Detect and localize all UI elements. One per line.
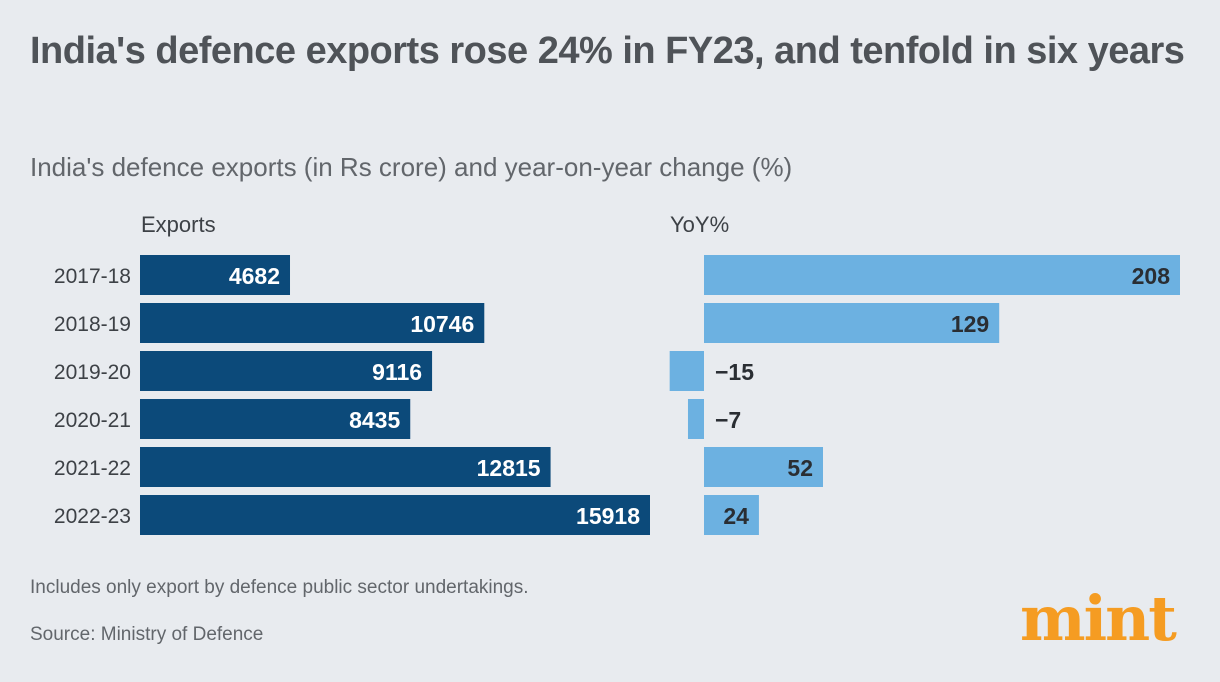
yoy-bar (704, 303, 1000, 343)
yoy-bar (669, 351, 704, 391)
category-label: 2017-18 (54, 265, 131, 288)
exports-panel-title: Exports (141, 212, 216, 237)
yoy-bar (704, 447, 823, 487)
category-label: 2022-23 (54, 505, 131, 528)
yoy-panel-title: YoY% (670, 212, 730, 237)
source-note: Source: Ministry of Defence (30, 624, 264, 645)
yoy-value-label: −15 (715, 359, 754, 385)
chart-subtitle: India's defence exports (in Rs crore) an… (30, 152, 793, 182)
yoy-bar (687, 399, 704, 439)
category-label: 2018-19 (54, 313, 131, 336)
yoy-bar (704, 255, 1180, 295)
exports-bar (140, 495, 650, 535)
exports-bar (140, 351, 433, 391)
category-label: 2020-21 (54, 409, 131, 432)
yoy-value-label: −7 (715, 407, 741, 433)
category-label: 2019-20 (54, 361, 131, 384)
chart-title: India's defence exports rose 24% in FY23… (30, 30, 1185, 72)
yoy-value-label: 208 (1132, 263, 1171, 289)
yoy-value-label: 52 (787, 455, 813, 481)
exports-value-label: 15918 (576, 503, 640, 529)
mint-logo: mint (1020, 582, 1177, 655)
exports-value-label: 9116 (372, 359, 422, 385)
exports-bar (140, 447, 551, 487)
exports-value-label: 4682 (229, 263, 280, 289)
yoy-value-label: 24 (723, 503, 749, 529)
exports-bar (140, 303, 485, 343)
exports-value-label: 12815 (477, 455, 541, 481)
exports-value-label: 10746 (410, 311, 474, 337)
footnote: Includes only export by defence public s… (30, 577, 529, 598)
yoy-bar (704, 495, 759, 535)
exports-bar (140, 399, 411, 439)
category-label: 2021-22 (54, 457, 131, 480)
exports-value-label: 8435 (349, 407, 400, 433)
exports-bar (140, 255, 291, 295)
yoy-value-label: 129 (951, 311, 989, 337)
